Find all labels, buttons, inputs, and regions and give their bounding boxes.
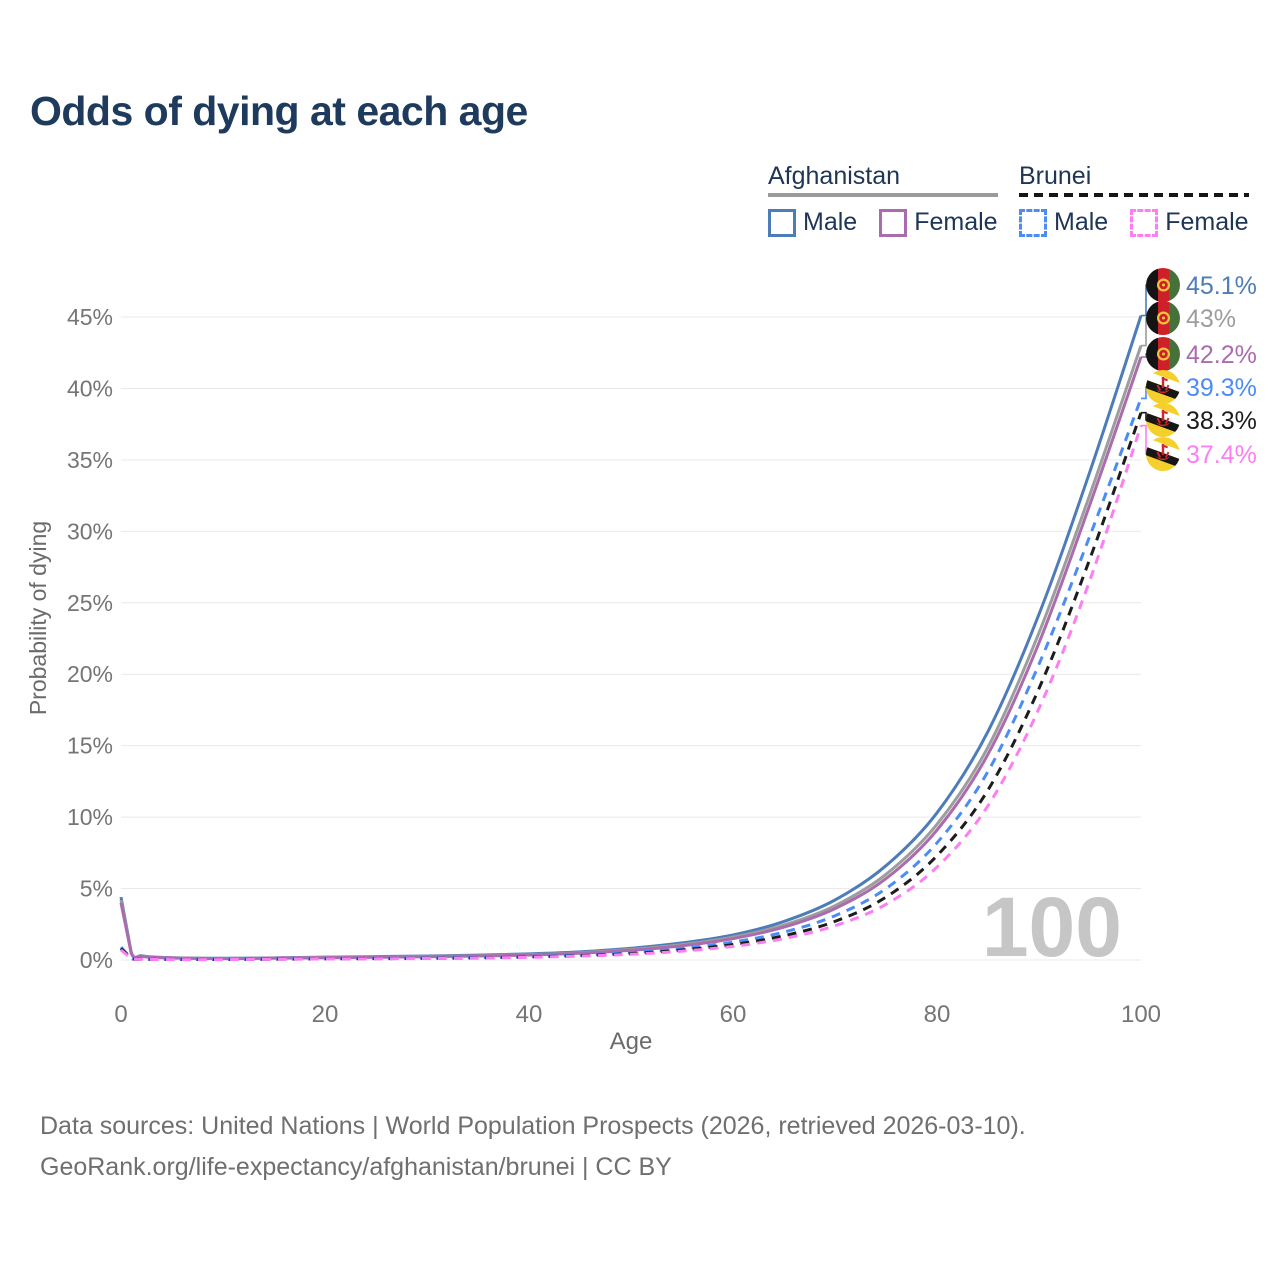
- y-tick-label: 45%: [67, 304, 113, 330]
- x-tick-label: 40: [516, 1001, 543, 1028]
- legend-underline-brunei: [1019, 193, 1249, 197]
- source-line-1: Data sources: United Nations | World Pop…: [40, 1112, 1026, 1140]
- legend-group-afghanistan: Afghanistan Male Female: [768, 163, 998, 237]
- legend-group-title: Brunei: [1019, 162, 1092, 190]
- legend-item-afghanistan-female[interactable]: Female: [879, 208, 998, 237]
- y-tick-label: 5%: [80, 876, 113, 902]
- y-tick-label: 35%: [67, 447, 113, 473]
- legend-swatch-afghanistan-female-icon[interactable]: [879, 208, 908, 237]
- y-tick-label: 40%: [67, 375, 113, 401]
- legend-item-label: Female: [1165, 208, 1249, 236]
- series-line-afghanistan-all[interactable]: [119, 345, 1143, 960]
- end-label-afghanistan-female: 42.2%: [1186, 341, 1257, 369]
- legend-item-label: Male: [1054, 208, 1109, 236]
- end-label-afghanistan-all: 43%: [1186, 305, 1236, 333]
- legend-item-brunei-female[interactable]: Female: [1130, 208, 1249, 237]
- y-tick-label: 25%: [67, 590, 113, 616]
- legend-item-label: Female: [914, 208, 998, 236]
- brunei-flag-icon: [1146, 437, 1180, 471]
- legend-swatch-brunei-male-icon[interactable]: [1019, 208, 1047, 237]
- y-tick-label: 0%: [80, 947, 113, 973]
- end-label-brunei-all: 38.3%: [1186, 407, 1257, 435]
- legend-item-label: Male: [803, 208, 858, 236]
- end-label-brunei-female: 37.4%: [1186, 441, 1257, 469]
- x-tick-label: 20: [312, 1001, 339, 1028]
- series-line-afghanistan-male[interactable]: [119, 315, 1143, 960]
- source-footer: Data sources: United Nations | World Pop…: [40, 1106, 1026, 1188]
- legend-item-brunei-male[interactable]: Male: [1019, 208, 1108, 237]
- legend-swatch-afghanistan-male-icon[interactable]: [768, 208, 796, 237]
- legend-group-title: Afghanistan: [768, 162, 901, 190]
- y-tick-label: 30%: [67, 518, 113, 544]
- legend-item-afghanistan-male[interactable]: Male: [768, 208, 857, 237]
- series-line-brunei-female[interactable]: [120, 425, 1143, 962]
- x-tick-label: 80: [924, 1001, 951, 1028]
- brunei-flag-icon: [1146, 370, 1180, 404]
- source-line-2: GeoRank.org/life-expectancy/afghanistan/…: [40, 1153, 672, 1181]
- series-line-afghanistan-female[interactable]: [119, 356, 1143, 961]
- end-label-afghanistan-male: 45.1%: [1186, 272, 1257, 300]
- series-line-brunei-male[interactable]: [119, 397, 1143, 961]
- end-label-brunei-male: 39.3%: [1186, 374, 1257, 402]
- legend-underline-afghanistan: [768, 193, 998, 197]
- hover-age-watermark: 100: [982, 880, 1122, 974]
- y-tick-label: 20%: [67, 661, 113, 687]
- legend-swatch-brunei-female-icon[interactable]: [1130, 208, 1159, 237]
- afghanistan-flag-icon: [1146, 268, 1180, 302]
- x-tick-label: 60: [720, 1001, 747, 1028]
- y-tick-label: 15%: [67, 733, 113, 759]
- afghanistan-flag-icon: [1146, 301, 1180, 335]
- x-tick-label: 0: [114, 1001, 127, 1028]
- y-axis-title: Probability of dying: [25, 521, 51, 715]
- afghanistan-flag-icon: [1146, 337, 1180, 371]
- y-tick-label: 10%: [67, 804, 113, 830]
- series-line-brunei-all[interactable]: [119, 412, 1143, 961]
- page-title: Odds of dying at each age: [30, 88, 528, 134]
- x-axis-title: Age: [610, 1028, 653, 1055]
- brunei-flag-icon: [1146, 403, 1180, 437]
- x-tick-label: 100: [1121, 1001, 1161, 1028]
- legend-group-brunei: Brunei Male Female: [1019, 163, 1249, 237]
